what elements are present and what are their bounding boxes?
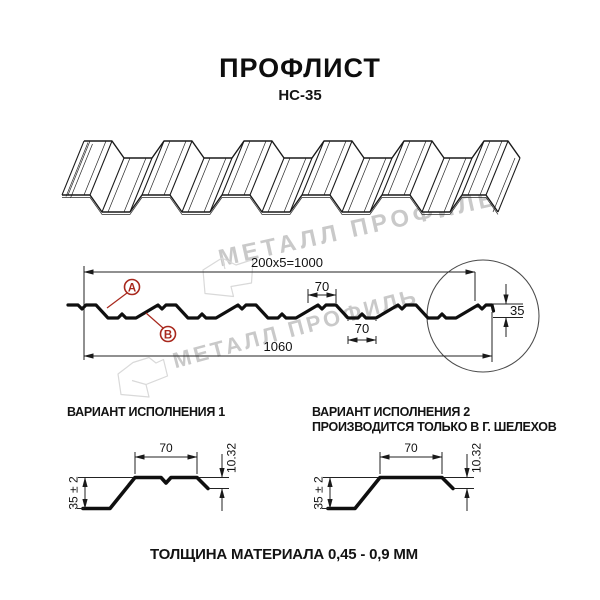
variant2-dim-crest: 70 [404, 441, 418, 455]
marker-b: В [145, 312, 177, 343]
dim-overall-width: 1060 [264, 339, 293, 354]
material-thickness-note: ТОЛЩИНА МАТЕРИАЛА 0,45 - 0,9 ММ [150, 546, 418, 563]
variant1-dim-crest: 70 [159, 441, 173, 455]
marker-b-label: В [164, 329, 172, 341]
marker-a: А [106, 278, 141, 309]
dim-crest-width: 70 [315, 279, 329, 294]
profile-3d-drawing [61, 140, 521, 215]
dim-height: 35 [510, 303, 524, 318]
variant2-dim-edge-drop: 10.32 [470, 443, 484, 473]
cross-section-drawing: 200x5=1000 70 70 1060 35 А [66, 255, 540, 373]
variant1-dim-height: 35 ± 2 [67, 476, 81, 510]
page-subtitle: НС-35 [278, 87, 322, 104]
variant-2-drawing: 35 ± 2 70 10.32 [312, 441, 484, 511]
variant2-dim-height: 35 ± 2 [312, 476, 326, 510]
variant-1-drawing: 35 ± 2 70 10.32 [67, 441, 239, 511]
dim-pitch-total: 200x5=1000 [251, 255, 323, 270]
variant-2-subtitle: ПРОИЗВОДИТСЯ ТОЛЬКО В Г. ШЕЛЕХОВ [312, 420, 557, 434]
brand-logo-shape-lower [117, 356, 169, 398]
dimension-lines: 200x5=1000 70 70 1060 35 [83, 255, 524, 362]
brand-logo-shape-upper [202, 257, 254, 298]
dim-valley-width: 70 [355, 321, 369, 336]
cross-section-profile [66, 303, 496, 320]
variant-2-title: ВАРИАНТ ИСПОЛНЕНИЯ 2 [312, 405, 470, 419]
dim-valley-label-bg [345, 321, 379, 336]
page-title: ПРОФЛИСТ [219, 53, 381, 83]
variant-1-title: ВАРИАНТ ИСПОЛНЕНИЯ 1 [67, 405, 225, 419]
variant1-dim-edge-drop: 10.32 [225, 443, 239, 473]
marker-a-label: А [128, 282, 136, 294]
